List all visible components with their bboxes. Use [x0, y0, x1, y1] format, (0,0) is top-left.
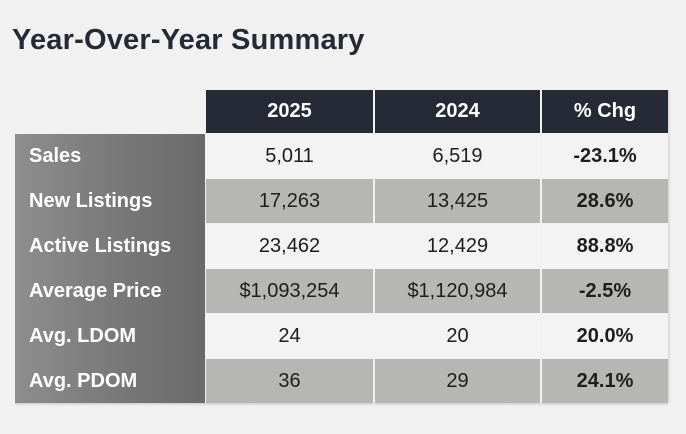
- row-label-avg-ldom: Avg. LDOM: [29, 324, 137, 347]
- cell-avg-pdom-chg: 24.1%: [542, 359, 668, 403]
- column-header-2025: 2025: [206, 90, 373, 133]
- column-header-2024: 2024: [375, 90, 540, 133]
- cell-new-listings-2024: 13,425: [375, 179, 540, 223]
- table-shadow-right: [668, 90, 671, 403]
- cell-new-listings-chg: 28.6%: [542, 179, 668, 223]
- cell-active-listings-chg: 88.8%: [542, 224, 668, 268]
- column-header-pct-chg: % Chg: [542, 90, 668, 133]
- row-label-sales: Sales: [29, 144, 82, 167]
- row-label-average-price: Average Price: [29, 279, 162, 302]
- cell-avg-ldom-2024: 20: [375, 314, 540, 358]
- cell-active-listings-2025: 23,462: [206, 224, 373, 268]
- cell-average-price-chg: -2.5%: [542, 269, 668, 313]
- cell-avg-pdom-2024: 29: [375, 359, 540, 403]
- cell-avg-ldom-chg: 20.0%: [542, 314, 668, 358]
- cell-new-listings-2025: 17,263: [206, 179, 373, 223]
- row-label-new-listings: New Listings: [29, 189, 153, 212]
- cell-sales-2024: 6,519: [375, 134, 540, 178]
- row-label-active-listings: Active Listings: [29, 234, 172, 257]
- cell-avg-pdom-2025: 36: [206, 359, 373, 403]
- cell-average-price-2025: $1,093,254: [206, 269, 373, 313]
- cell-sales-2025: 5,011: [206, 134, 373, 178]
- cell-avg-ldom-2025: 24: [206, 314, 373, 358]
- cell-average-price-2024: $1,120,984: [375, 269, 540, 313]
- cell-sales-chg: -23.1%: [542, 134, 668, 178]
- page-title: Year-Over-Year Summary: [12, 24, 365, 56]
- row-label-column: [15, 134, 205, 403]
- row-label-avg-pdom: Avg. PDOM: [29, 369, 138, 392]
- cell-active-listings-2024: 12,429: [375, 224, 540, 268]
- table-shadow-bottom: [15, 403, 668, 406]
